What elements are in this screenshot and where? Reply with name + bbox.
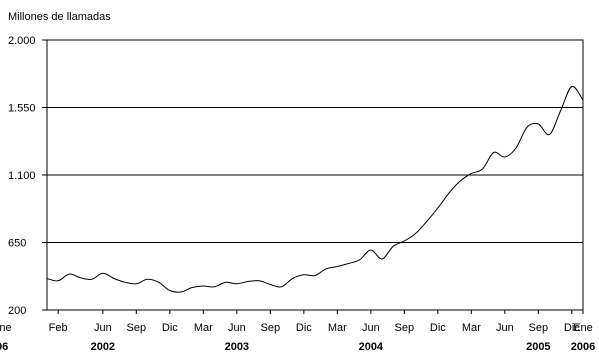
x-tick-label: Dic xyxy=(162,322,178,334)
year-labels: 2002 2003 2004 2005 2006 xyxy=(91,341,596,353)
x-tick-label: Dic xyxy=(296,322,312,334)
x-tick-label: Jun xyxy=(228,322,246,334)
data-points xyxy=(46,85,584,293)
x-tick-label: Jun xyxy=(496,322,514,334)
x-tick-label: Feb xyxy=(49,322,68,334)
series-line xyxy=(46,85,584,293)
x-tick-label: Sep xyxy=(395,322,415,334)
x-tick-label: Dic xyxy=(430,322,446,334)
x-tick-label: Mar xyxy=(194,322,213,334)
year-label: 2003 xyxy=(225,341,249,353)
year-label: 2005 xyxy=(526,341,550,353)
cut-year-label: 06 xyxy=(0,341,8,353)
y-unit-label: Millones de llamadas xyxy=(8,11,111,23)
y-axis: 2.000 1.550 1.100 650 200 xyxy=(8,35,47,317)
y-tick-label: 1.550 xyxy=(8,103,36,115)
year-label: 2004 xyxy=(359,341,384,353)
cut-month-label: Ene xyxy=(0,322,12,334)
year-label: 2006 xyxy=(571,341,595,353)
x-tick-label: Sep xyxy=(261,322,281,334)
x-tick-label: Jun xyxy=(94,322,112,334)
year-label: 2002 xyxy=(91,341,115,353)
x-tick-label: Sep xyxy=(529,322,549,334)
x-tick-label: Dic xyxy=(564,322,580,334)
y-tick-label: 2.000 xyxy=(8,35,36,47)
x-tick-label: Jun xyxy=(362,322,380,334)
x-axis: Feb Jun Sep Dic Mar Jun Sep Dic Mar Jun Sep Dic Mar J… xyxy=(49,310,593,334)
x-tick-label: Sep xyxy=(127,322,147,334)
left-cut-labels: Ene 06 xyxy=(0,322,12,353)
x-tick-label: Mar xyxy=(328,322,347,334)
y-tick-label: 1.100 xyxy=(8,170,36,182)
x-tick-label: Mar xyxy=(462,322,481,334)
y-tick-label: 650 xyxy=(8,238,26,250)
grid-layer xyxy=(47,107,583,243)
x-tick-label: Ene xyxy=(573,322,593,334)
y-tick-label: 200 xyxy=(8,305,26,317)
